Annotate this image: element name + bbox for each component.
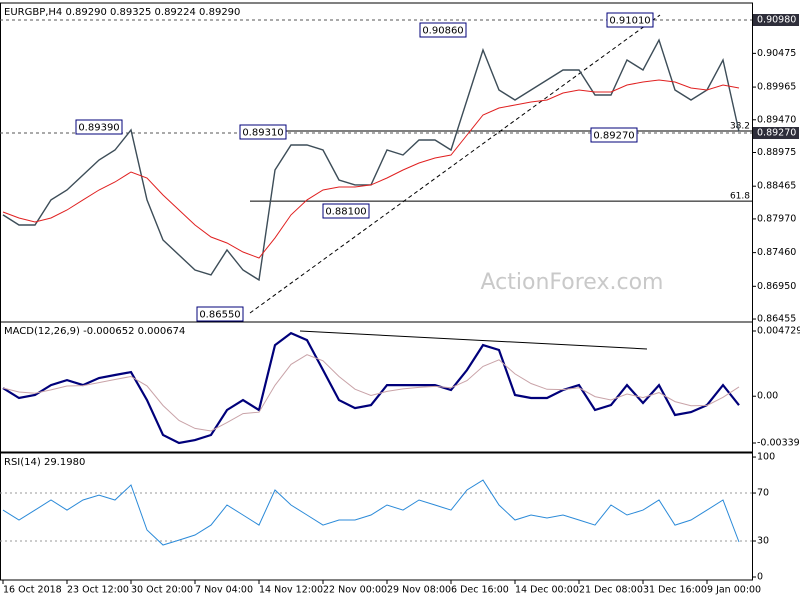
annotation-box	[196, 306, 244, 322]
annotation-label: 0.89310	[242, 128, 283, 139]
annotation-label: 0.86550	[199, 310, 240, 321]
price-label-box	[753, 127, 799, 140]
annotation-box	[75, 119, 123, 135]
y-tick-label: -0.003391	[757, 437, 800, 448]
y-tick-label: 100	[757, 452, 775, 463]
annotation-box	[606, 12, 654, 28]
y-tick-label: 0	[757, 572, 763, 583]
y-tick-label: 0.88465	[757, 181, 796, 192]
y-tick-label: 0.00	[757, 391, 778, 402]
divergence-line	[299, 330, 648, 350]
series-line	[2, 479, 740, 546]
y-tick-label: 0.89965	[757, 82, 796, 93]
x-tick-label: 16 Oct 2018	[3, 585, 62, 596]
annotation-box	[322, 203, 370, 219]
x-tick-label: 31 Dec 16:00	[643, 585, 707, 596]
x-tick-label: 23 Oct 12:00	[67, 585, 129, 596]
annotation-box	[419, 22, 467, 38]
y-tick-label: 0.004729	[757, 326, 800, 337]
y-tick-label: 0.88975	[757, 147, 796, 158]
annotation-label: 0.89390	[78, 123, 119, 134]
fib-label: 61.8	[730, 192, 750, 202]
series-line	[2, 354, 740, 432]
annotation-label: 0.89270	[593, 131, 634, 142]
panel-title: MACD(12,26,9) -0.000652 0.000674	[4, 326, 185, 337]
x-tick-label: 7 Nov 04:00	[195, 585, 253, 596]
price-label-box	[753, 14, 799, 27]
x-tick-label: 21 Dec 08:00	[579, 585, 643, 596]
annotation-box	[590, 127, 638, 143]
y-tick-label: 0.86455	[757, 314, 796, 325]
x-tick-label: 6 Dec 16:00	[451, 585, 509, 596]
y-tick-label: 30	[757, 536, 769, 547]
trend-line	[249, 14, 661, 314]
x-tick-label: 14 Nov 12:00	[259, 585, 323, 596]
y-tick-label: 0.87460	[757, 247, 796, 258]
panel-frame	[0, 321, 753, 453]
annotation-box	[239, 124, 287, 140]
series-line	[2, 79, 740, 259]
x-tick-label: 14 Dec 00:00	[515, 585, 579, 596]
y-tick-label: 0.89470	[757, 114, 796, 125]
panel-title: EURGBP,H4 0.89290 0.89325 0.89224 0.8929…	[4, 7, 240, 18]
x-tick-label: 22 Nov 00:00	[323, 585, 387, 596]
price-label: 0.90980	[757, 15, 796, 26]
panel-frame	[0, 452, 753, 581]
price-label: 0.89270	[757, 128, 796, 139]
x-tick-label: 9 Jan 00:00	[707, 585, 761, 596]
annotation-label: 0.90860	[422, 26, 463, 37]
annotation-label: 0.88100	[325, 207, 366, 218]
y-tick-label: 0.86950	[757, 281, 796, 292]
annotation-label: 0.91010	[609, 16, 650, 27]
y-tick-label: 0.90475	[757, 48, 796, 59]
fib-label: 38.2	[730, 122, 750, 132]
y-tick-label: 70	[757, 488, 769, 499]
panel-title: RSI(14) 29.1980	[4, 457, 85, 468]
x-tick-label: 30 Oct 20:00	[131, 585, 193, 596]
x-tick-label: 29 Nov 08:00	[387, 585, 451, 596]
watermark: ActionForex.com	[481, 270, 664, 295]
y-tick-label: 0.87970	[757, 213, 796, 224]
